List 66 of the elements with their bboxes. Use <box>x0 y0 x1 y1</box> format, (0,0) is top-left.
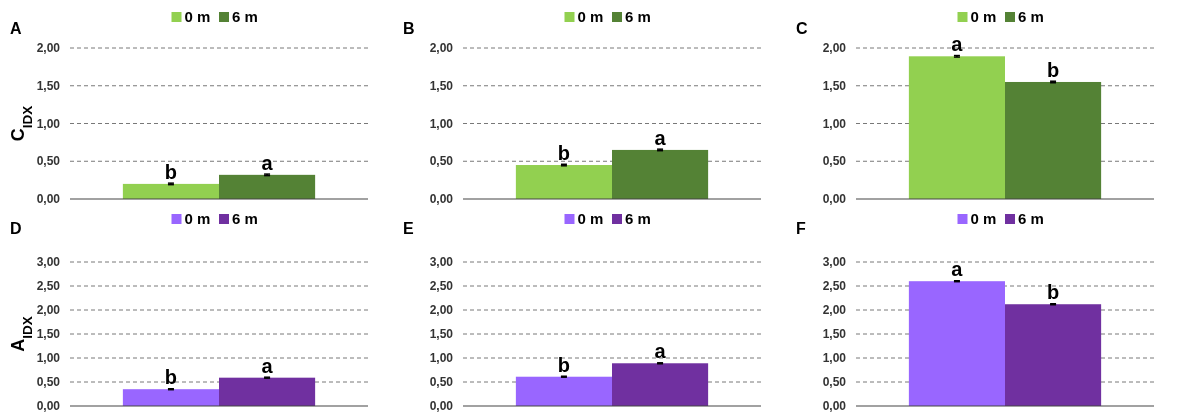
y-tick-label: 0,50 <box>822 375 847 390</box>
legend-label: 6 m <box>232 8 258 25</box>
annotation: b <box>557 353 571 376</box>
legend-label: 6 m <box>232 210 258 227</box>
chart-title: B <box>403 20 415 37</box>
chart-title: E <box>403 220 414 237</box>
chart-title: D <box>10 220 22 237</box>
y-tick-label: 1,50 <box>429 78 454 93</box>
y-tick-label: 0,00 <box>822 192 847 207</box>
annotation: a <box>654 126 667 149</box>
y-tick-label: 2,00 <box>36 41 61 56</box>
annotation: a <box>261 151 274 174</box>
y-tick-label: 2,00 <box>429 303 454 318</box>
chart-title: A <box>10 20 22 37</box>
y-tick-label: 1,50 <box>822 78 847 93</box>
y-tick-label: 0,50 <box>36 154 61 169</box>
legend-label: 6 m <box>1018 8 1044 25</box>
legend-label: 6 m <box>625 210 651 227</box>
legend-label: 6 m <box>625 8 651 25</box>
legend-label: 0 m <box>970 210 997 227</box>
y-tick-label: 0,00 <box>429 192 454 207</box>
y-tick-label: 2,00 <box>429 41 454 56</box>
y-tick-label: 0,50 <box>822 154 847 169</box>
chart-title: C <box>796 20 808 37</box>
y-tick-label: 0,00 <box>429 399 454 414</box>
y-tick-label: 1,00 <box>429 116 454 131</box>
y-tick-label: 2,00 <box>36 303 61 318</box>
y-tick-label: 0,50 <box>429 154 454 169</box>
y-tick-label: 1,50 <box>429 327 454 342</box>
y-tick-label: 3,00 <box>36 255 61 270</box>
y-tick-label: 1,00 <box>822 351 847 366</box>
y-tick-label: 3,00 <box>429 255 454 270</box>
y-tick-label: 1,00 <box>429 351 454 366</box>
annotation: b <box>1046 281 1060 304</box>
y-tick-label: 0,50 <box>36 375 61 390</box>
legend-label: 0 m <box>577 8 604 25</box>
y-tick-label: 1,00 <box>36 116 61 131</box>
annotation: a <box>951 33 964 56</box>
y-tick-label: 2,50 <box>429 279 454 294</box>
y-tick-label: 0,00 <box>36 192 61 207</box>
y-tick-label: 1,00 <box>822 116 847 131</box>
y-tick-label: 2,50 <box>822 279 847 294</box>
y-tick-label: 0,00 <box>822 399 847 414</box>
y-tick-label: 2,00 <box>822 41 847 56</box>
y-tick-label: 1,00 <box>36 351 61 366</box>
legend-label: 0 m <box>577 210 604 227</box>
annotation: a <box>654 340 667 363</box>
annotation: b <box>164 160 178 183</box>
legend-label: 0 m <box>184 8 211 25</box>
y-tick-label: 3,00 <box>822 255 847 270</box>
chart-title: F <box>796 220 806 237</box>
y-tick-label: 0,50 <box>429 375 454 390</box>
annotation: a <box>951 258 964 281</box>
y-tick-label: 2,50 <box>36 279 61 294</box>
annotation: b <box>1046 58 1060 81</box>
legend-label: 0 m <box>184 210 211 227</box>
annotation: b <box>164 366 178 389</box>
y-tick-label: 2,00 <box>822 303 847 318</box>
y-tick-label: 0,00 <box>36 399 61 414</box>
y-tick-label: 1,50 <box>822 327 847 342</box>
legend-label: 0 m <box>970 8 997 25</box>
y-tick-label: 1,50 <box>36 327 61 342</box>
y-tick-label: 1,50 <box>36 78 61 93</box>
legend-label: 6 m <box>1018 210 1044 227</box>
annotation: b <box>557 142 571 165</box>
annotation: a <box>261 354 274 377</box>
